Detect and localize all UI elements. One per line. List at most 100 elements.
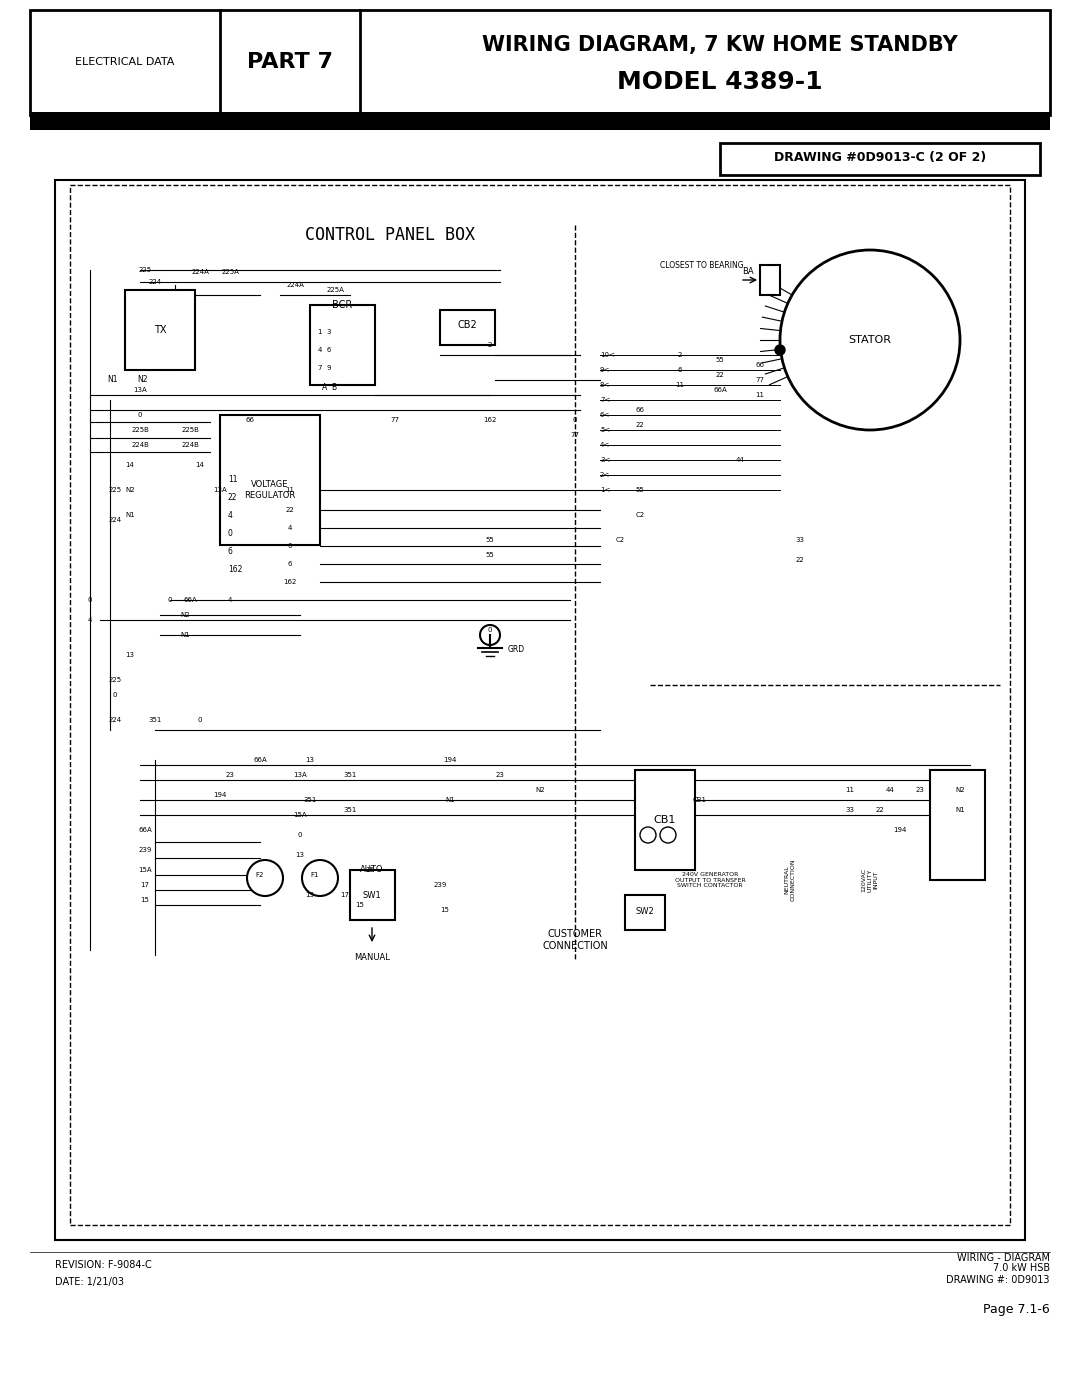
Text: 0: 0 (112, 692, 118, 698)
Text: 15: 15 (441, 907, 449, 914)
Text: 4: 4 (87, 617, 92, 623)
Text: 0: 0 (572, 416, 577, 423)
Text: 225A: 225A (326, 286, 343, 293)
Text: 6<: 6< (600, 412, 610, 418)
Text: 224B: 224B (181, 441, 199, 448)
Text: SW1: SW1 (363, 890, 381, 900)
Text: 11: 11 (675, 381, 685, 388)
Text: N2: N2 (180, 612, 190, 617)
Text: 14: 14 (195, 462, 204, 468)
Text: 66: 66 (756, 362, 765, 367)
Text: 4: 4 (287, 525, 293, 531)
Text: 0: 0 (488, 627, 492, 633)
Text: AUTO: AUTO (361, 866, 383, 875)
Text: 162: 162 (484, 416, 497, 423)
Text: C2: C2 (635, 511, 645, 518)
Bar (30, 112, 1050, 130)
Text: 15A: 15A (293, 812, 307, 819)
Text: F2: F2 (256, 872, 265, 877)
Text: 66A: 66A (713, 387, 727, 393)
Text: 0: 0 (298, 833, 302, 838)
Bar (440, 310, 495, 345)
Text: 224: 224 (108, 517, 122, 522)
Text: DATE: 1/21/03: DATE: 1/21/03 (55, 1277, 124, 1287)
Text: 23: 23 (496, 773, 504, 778)
Text: 66A: 66A (184, 597, 197, 604)
Text: 351: 351 (303, 798, 316, 803)
Text: 11: 11 (228, 475, 238, 485)
Text: N1: N1 (108, 376, 118, 384)
Text: REVISION: F-9084-C: REVISION: F-9084-C (55, 1260, 152, 1270)
Text: 55: 55 (636, 488, 645, 493)
Text: C2: C2 (616, 536, 624, 543)
Text: 3<: 3< (600, 457, 610, 462)
Text: 15: 15 (355, 902, 364, 908)
Text: N1: N1 (955, 807, 964, 813)
Text: 15A: 15A (138, 868, 152, 873)
Text: N1: N1 (125, 511, 135, 518)
Text: 4<: 4< (600, 441, 610, 448)
Text: N1: N1 (180, 631, 190, 638)
Text: 194: 194 (214, 792, 227, 798)
Text: 7.0 kW HSB: 7.0 kW HSB (993, 1263, 1050, 1273)
Text: 351: 351 (343, 773, 356, 778)
Text: 0: 0 (167, 597, 172, 604)
Text: 0: 0 (287, 543, 293, 549)
Text: MODEL 4389-1: MODEL 4389-1 (617, 70, 823, 94)
Bar (760, 265, 780, 295)
Text: 55: 55 (486, 536, 495, 543)
Text: 66A: 66A (253, 757, 267, 763)
Text: 1<: 1< (600, 488, 610, 493)
Text: A  B: A B (323, 384, 338, 393)
Text: 11: 11 (285, 488, 295, 493)
Text: CB2: CB2 (457, 320, 477, 330)
Text: SW2: SW2 (636, 908, 654, 916)
Text: N2: N2 (125, 488, 135, 493)
Text: 77: 77 (570, 432, 580, 439)
Text: 22: 22 (228, 493, 238, 503)
Text: 22: 22 (796, 557, 805, 563)
Text: NEUTRAL
CONNECTION: NEUTRAL CONNECTION (784, 859, 795, 901)
Text: 225A: 225A (221, 270, 239, 275)
Text: CB1: CB1 (653, 814, 676, 826)
Text: TX: TX (153, 326, 166, 335)
Text: ELECTRICAL DATA: ELECTRICAL DATA (76, 57, 175, 67)
Text: N2: N2 (138, 376, 148, 384)
Text: 5<: 5< (600, 427, 610, 433)
Text: 11: 11 (846, 787, 854, 793)
Text: 0: 0 (198, 717, 202, 724)
Bar (55, 180, 1025, 1241)
Text: 239: 239 (433, 882, 447, 888)
Bar (930, 770, 985, 880)
Text: 13: 13 (125, 652, 135, 658)
Text: 33: 33 (846, 807, 854, 813)
Text: 2<: 2< (600, 472, 610, 478)
Text: 6: 6 (228, 548, 233, 556)
Text: 120VAC
UTILITY
INPUT: 120VAC UTILITY INPUT (862, 868, 878, 893)
Text: 22: 22 (636, 422, 645, 427)
Text: 225B: 225B (131, 427, 149, 433)
Text: 224: 224 (108, 717, 122, 724)
Circle shape (247, 861, 283, 895)
Text: 13: 13 (306, 893, 314, 898)
Text: 194: 194 (443, 757, 457, 763)
Text: 55: 55 (716, 358, 725, 363)
Text: 6: 6 (287, 562, 293, 567)
Text: 0: 0 (87, 597, 92, 604)
Text: N1: N1 (445, 798, 455, 803)
Text: 77: 77 (391, 416, 400, 423)
Bar (220, 415, 320, 545)
Text: 55: 55 (486, 552, 495, 557)
Text: 15: 15 (140, 897, 149, 902)
Bar (625, 895, 665, 930)
Circle shape (660, 827, 676, 842)
Text: GRD: GRD (508, 645, 525, 655)
Text: 13A: 13A (293, 773, 307, 778)
Text: 7  9: 7 9 (318, 365, 332, 372)
Text: 23: 23 (916, 787, 924, 793)
Bar (30, 10, 1050, 115)
Text: 13: 13 (296, 852, 305, 858)
Text: 224: 224 (148, 279, 162, 285)
Text: 11: 11 (756, 393, 765, 398)
Text: 77: 77 (756, 377, 765, 383)
